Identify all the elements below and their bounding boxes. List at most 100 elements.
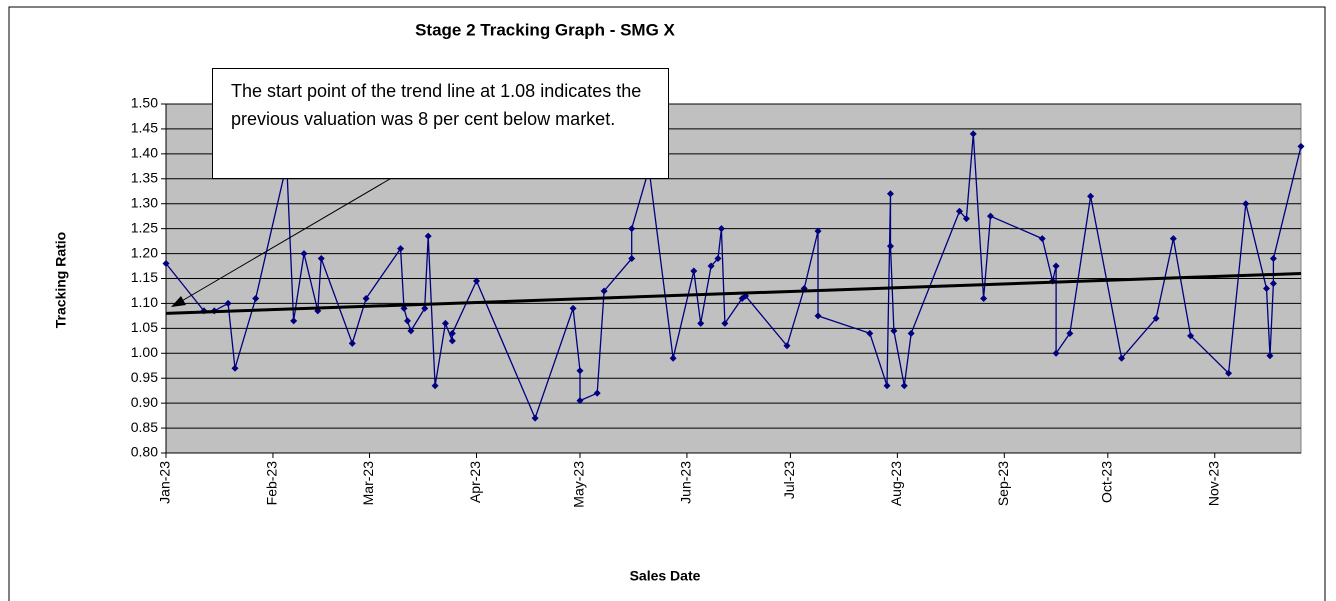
y-tick-label: 1.30 [131, 194, 158, 210]
y-tick-label: 1.00 [131, 344, 158, 360]
marker [1266, 352, 1274, 360]
marker [448, 329, 456, 337]
marker [697, 319, 705, 327]
x-tick-label: Oct-23 [1099, 461, 1115, 503]
marker [576, 397, 584, 405]
marker [569, 304, 577, 312]
y-tick-label: 1.50 [131, 95, 158, 111]
marker [900, 382, 908, 390]
marker [1269, 255, 1277, 263]
marker [955, 207, 963, 215]
marker [162, 260, 170, 268]
marker [886, 190, 894, 198]
marker [431, 382, 439, 390]
marker [783, 342, 791, 350]
marker [290, 317, 298, 325]
y-tick-label: 1.15 [131, 269, 158, 285]
marker [424, 232, 432, 240]
marker [866, 329, 874, 337]
chart-title: Stage 2 Tracking Graph - SMG X [415, 20, 675, 39]
marker [1225, 369, 1233, 377]
marker [890, 327, 898, 335]
marker [1038, 235, 1046, 243]
marker [421, 304, 429, 312]
marker [300, 250, 308, 258]
marker [600, 287, 608, 295]
marker [407, 327, 415, 335]
y-tick-label: 0.80 [131, 444, 158, 460]
marker [1169, 235, 1177, 243]
marker [628, 225, 636, 233]
y-tick-label: 0.90 [131, 394, 158, 410]
marker [348, 339, 356, 347]
annotation-arrow [179, 175, 396, 303]
marker [448, 337, 456, 345]
marker [717, 225, 725, 233]
x-axis-label: Sales Date [630, 568, 701, 584]
y-tick-label: 1.10 [131, 294, 158, 310]
marker [969, 130, 977, 138]
x-tick-label: Nov-23 [1205, 461, 1221, 506]
marker [1297, 142, 1305, 150]
y-tick-label: 1.25 [131, 219, 158, 235]
marker [403, 317, 411, 325]
x-tick-label: Jan-23 [157, 461, 173, 504]
y-tick-label: 0.85 [131, 419, 158, 435]
x-tick-label: Sep-23 [995, 461, 1011, 506]
marker [362, 294, 370, 302]
x-tick-label: Jul-23 [781, 461, 797, 499]
marker [1052, 349, 1060, 357]
marker [980, 294, 988, 302]
marker [1152, 314, 1160, 322]
marker [231, 364, 239, 372]
x-tick-label: Mar-23 [360, 461, 376, 506]
y-tick-label: 0.95 [131, 369, 158, 385]
marker [690, 267, 698, 275]
marker [721, 319, 729, 327]
x-tick-label: Feb-23 [264, 461, 280, 506]
marker [252, 294, 260, 302]
y-axis-label: Tracking Ratio [53, 232, 69, 328]
marker [1187, 332, 1195, 340]
marker [224, 299, 232, 307]
marker [472, 277, 480, 285]
marker [628, 255, 636, 263]
annotation: The start point of the trend line at 1.0… [212, 68, 669, 179]
y-tick-label: 1.45 [131, 120, 158, 136]
marker [1052, 262, 1060, 270]
trend-line [165, 272, 1302, 315]
marker [1118, 354, 1126, 362]
marker [814, 227, 822, 235]
marker [1269, 279, 1277, 287]
marker [907, 329, 915, 337]
y-tick-label: 1.35 [131, 169, 158, 185]
marker [1242, 200, 1250, 208]
marker [814, 312, 822, 320]
marker [962, 215, 970, 223]
marker [1066, 329, 1074, 337]
marker [593, 389, 601, 397]
marker [883, 382, 891, 390]
annotation-arrowhead [171, 296, 186, 307]
x-tick-label: May-23 [571, 461, 587, 508]
x-tick-label: Jun-23 [678, 461, 694, 504]
marker [1087, 192, 1095, 200]
marker [441, 319, 449, 327]
marker [1263, 284, 1271, 292]
y-tick-label: 1.40 [131, 145, 158, 161]
marker [576, 367, 584, 375]
marker [400, 304, 408, 312]
marker [531, 414, 539, 422]
marker [987, 212, 995, 220]
x-tick-label: Apr-23 [467, 461, 483, 503]
y-tick-label: 1.20 [131, 244, 158, 260]
x-tick-label: Aug-23 [888, 461, 904, 506]
marker [317, 255, 325, 263]
y-tick-label: 1.05 [131, 319, 158, 335]
marker [886, 242, 894, 250]
marker [707, 262, 715, 270]
marker [669, 354, 677, 362]
marker [714, 255, 722, 263]
marker [397, 245, 405, 253]
